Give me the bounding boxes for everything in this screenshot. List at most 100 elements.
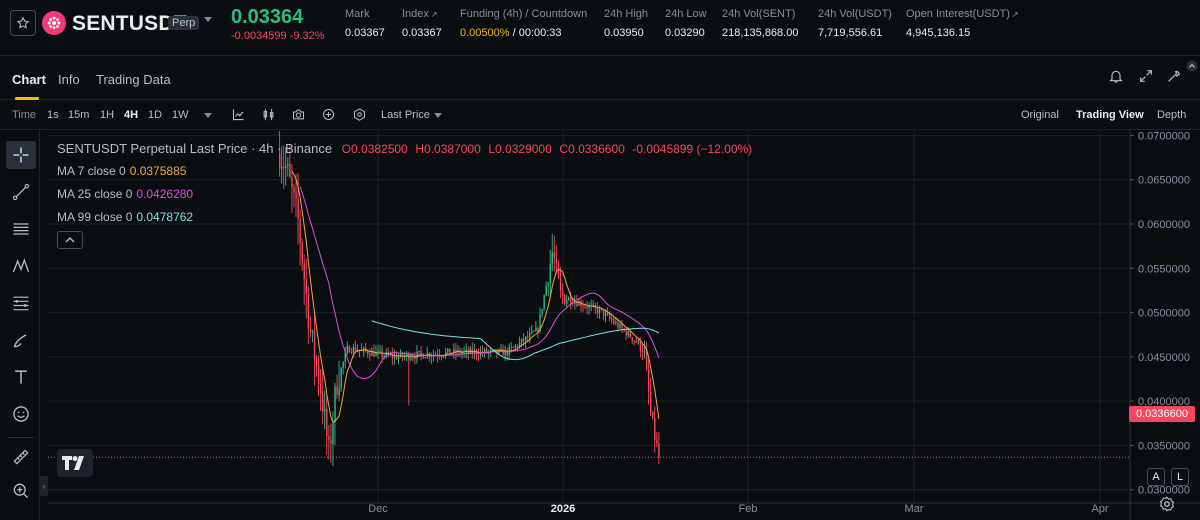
candle-body	[555, 257, 558, 264]
view-trading-view[interactable]: Trading View	[1076, 109, 1144, 121]
external-link-icon[interactable]: ↗	[1011, 10, 1019, 19]
candle-body	[566, 300, 568, 305]
tab-info[interactable]: Info	[58, 72, 80, 87]
pattern-tool[interactable]	[6, 252, 36, 280]
candle-body	[356, 350, 359, 352]
indicators-button[interactable]	[231, 107, 246, 122]
candle-body	[307, 294, 310, 329]
add-indicator-button[interactable]	[321, 107, 336, 122]
wrench-icon	[1168, 70, 1180, 82]
candle-body	[641, 351, 644, 352]
collapse-legend-button[interactable]	[57, 231, 83, 249]
candle-body	[625, 330, 627, 336]
candle-body	[322, 393, 324, 412]
interval-1d[interactable]: 1D	[148, 109, 163, 121]
ma-label: MA 25 close 0	[57, 187, 133, 201]
chart-area[interactable]: 0.0700000 0.0650000 0.0600000 0.0550000 0.05…	[48, 131, 1200, 520]
stat-24h-vol-sent: 24h Vol(SENT) 218,135,868.00	[722, 8, 798, 39]
candle-body	[520, 338, 523, 343]
tab-chart[interactable]: Chart	[12, 72, 46, 87]
interval-4h[interactable]: 4H	[124, 109, 139, 121]
candle-body	[570, 297, 572, 304]
candle-body	[654, 418, 656, 440]
measure-tool[interactable]	[6, 443, 36, 471]
smiley-icon	[13, 406, 29, 422]
ma7-legend[interactable]: MA 7 close 0 0.0375885	[57, 164, 186, 178]
symbol-dropdown-icon[interactable]	[204, 17, 212, 22]
interval-1h[interactable]: 1H	[100, 109, 115, 121]
fib-tool[interactable]	[6, 289, 36, 317]
y-tick-label: 0.0350000	[1138, 440, 1190, 452]
candle-body	[324, 408, 326, 412]
chart-settings-button[interactable]	[1166, 68, 1182, 84]
candle-body	[371, 350, 373, 356]
text-tool[interactable]	[6, 363, 36, 391]
favorite-button[interactable]	[10, 10, 36, 36]
axis-settings-icon[interactable]	[1158, 495, 1176, 513]
interval-dropdown[interactable]	[200, 109, 212, 121]
external-link-icon[interactable]: ↗	[430, 10, 438, 19]
chart-grid	[48, 131, 1130, 503]
tradingview-logo-icon	[62, 456, 84, 470]
price-axis: 0.0700000 0.0650000 0.0600000 0.0550000 0.05…	[1129, 131, 1190, 520]
chart-legend: SENTUSDT Perpetual Last Price · 4h · Bin…	[57, 141, 752, 156]
candle-body	[522, 338, 525, 342]
ma99-legend[interactable]: MA 99 close 0 0.0478762	[57, 210, 193, 224]
candle-body	[449, 348, 451, 354]
ma25-legend[interactable]: MA 25 close 0 0.0426280	[57, 187, 193, 201]
candle-body	[541, 308, 543, 315]
brush-tool[interactable]	[6, 326, 36, 354]
crosshair-tool[interactable]	[6, 141, 36, 169]
candle-body	[383, 355, 385, 357]
candle-body	[420, 351, 422, 354]
auto-scale-button[interactable]: A	[1147, 468, 1165, 486]
interval-1w[interactable]: 1W	[172, 109, 189, 121]
candle-body	[279, 153, 281, 169]
x-tick-label: Apr	[1091, 503, 1108, 515]
candle-body	[633, 340, 636, 342]
camera-icon	[293, 109, 304, 120]
candle-body	[455, 349, 457, 353]
expand-button[interactable]	[1138, 68, 1154, 84]
x-tick-label: Feb	[739, 503, 758, 515]
candle-body	[338, 388, 340, 395]
interval-15m[interactable]: 15m	[68, 109, 90, 121]
interval-1s[interactable]: 1s	[47, 109, 59, 121]
candlestick-chart[interactable]: 0.0700000 0.0650000 0.0600000 0.0550000 0.05…	[48, 131, 1200, 520]
y-tick-label: 0.0500000	[1138, 308, 1190, 320]
ma-value: 0.0426280	[136, 187, 194, 201]
candle-body	[643, 351, 646, 353]
stat-open-interest: Open Interest(USDT) ↗ 4,945,136.15	[906, 8, 1019, 39]
view-original[interactable]: Original	[1021, 109, 1059, 121]
candle-body	[432, 354, 435, 356]
time-axis: Dec 2026 Feb Mar Apr	[48, 502, 1200, 515]
symbol-name[interactable]: SENTUSDT	[72, 12, 187, 35]
x-tick-label: 2026	[551, 503, 575, 515]
screenshot-button[interactable]	[291, 107, 306, 122]
y-tick-label: 0.0300000	[1138, 485, 1190, 497]
candle-body	[477, 354, 480, 356]
candle-body	[389, 354, 392, 356]
alert-button[interactable]	[1108, 68, 1124, 84]
emoji-tool[interactable]	[6, 400, 36, 428]
collapse-toolbar-handle[interactable]: ‹	[40, 476, 48, 496]
scroll-up-icon[interactable]	[1186, 60, 1198, 72]
view-depth[interactable]: Depth	[1157, 109, 1187, 121]
tradingview-logo[interactable]	[57, 449, 93, 477]
zoom-tool[interactable]	[6, 477, 36, 505]
trend-line-tool[interactable]	[6, 178, 36, 206]
stat-label: 24h Vol(USDT)	[818, 8, 892, 20]
candle-body	[568, 297, 570, 301]
candle-body	[301, 242, 303, 263]
expand-icon	[1140, 70, 1152, 82]
settings-button[interactable]	[352, 107, 367, 122]
log-scale-button[interactable]: L	[1171, 468, 1189, 486]
candle-body	[531, 331, 533, 334]
candle-body	[424, 357, 426, 359]
chart-type-button[interactable]	[261, 107, 276, 122]
horizontal-lines-tool[interactable]	[6, 215, 36, 243]
tab-trading-data[interactable]: Trading Data	[96, 72, 171, 87]
price-type-select[interactable]: Last Price	[381, 109, 442, 121]
candle-body	[393, 355, 396, 359]
candle-body	[350, 352, 353, 353]
